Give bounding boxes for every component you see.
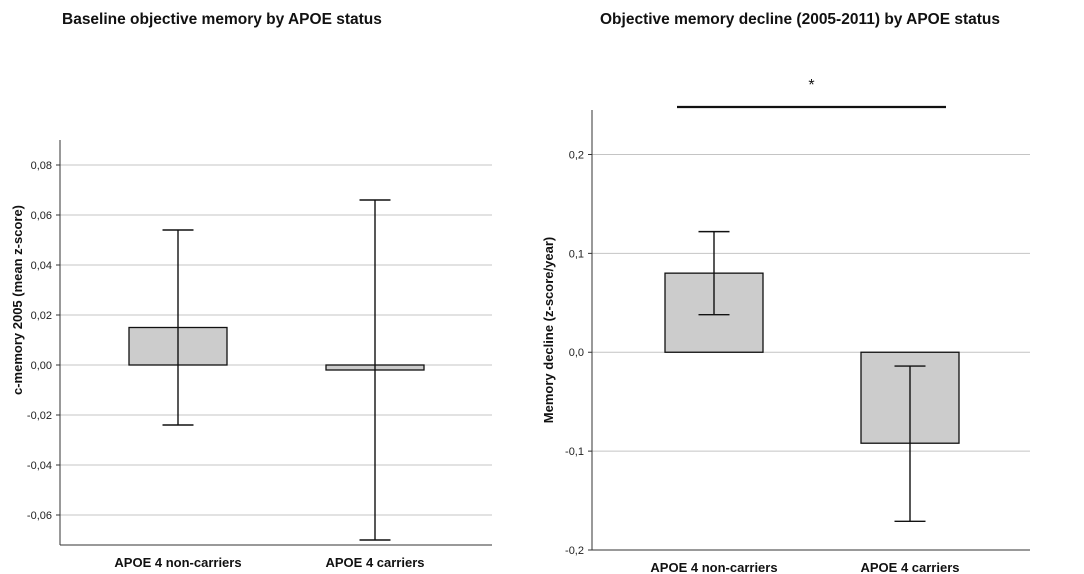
x-category-label: APOE 4 carriers bbox=[325, 555, 424, 570]
chart-memory-decline: Objective memory decline (2005-2011) by … bbox=[541, 11, 1030, 574]
chart-title: Objective memory decline (2005-2011) by … bbox=[600, 11, 1000, 28]
y-tick-label: -0,02 bbox=[27, 410, 52, 422]
y-tick-label: -0,2 bbox=[565, 545, 584, 557]
y-tick-label: 0,2 bbox=[569, 149, 584, 161]
y-tick-label: 0,08 bbox=[31, 160, 52, 172]
y-tick-label: -0,04 bbox=[27, 460, 52, 472]
y-tick-label: 0,1 bbox=[569, 248, 584, 260]
y-axis-label: c-memory 2005 (mean z-score) bbox=[10, 205, 25, 395]
x-category-label: APOE 4 non-carriers bbox=[114, 555, 241, 570]
y-tick-label: 0,0 bbox=[569, 347, 584, 359]
chart-baseline-memory: Baseline objective memory by APOE status… bbox=[10, 11, 492, 570]
x-category-label: APOE 4 carriers bbox=[860, 560, 959, 574]
y-tick-label: -0,06 bbox=[27, 510, 52, 522]
y-tick-label: 0,06 bbox=[31, 210, 52, 222]
y-tick-label: 0,00 bbox=[31, 360, 52, 372]
y-tick-label: -0,1 bbox=[565, 446, 584, 458]
y-tick-label: 0,04 bbox=[31, 260, 52, 272]
x-category-label: APOE 4 non-carriers bbox=[650, 560, 777, 574]
chart-title: Baseline objective memory by APOE status bbox=[62, 11, 382, 28]
y-axis-label: Memory decline (z-score/year) bbox=[541, 237, 556, 423]
significance-marker: * bbox=[808, 77, 814, 94]
y-tick-label: 0,02 bbox=[31, 310, 52, 322]
